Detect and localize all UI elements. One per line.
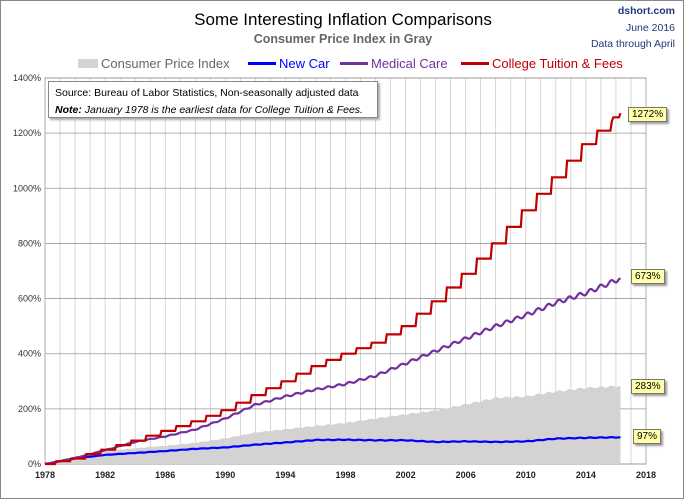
note-label: Note: xyxy=(55,104,82,116)
x-tick-label: 2014 xyxy=(576,470,596,480)
legend-college: College Tuition & Fees xyxy=(461,56,623,71)
series-line-new-car xyxy=(44,436,621,465)
y-tick-label: 1000% xyxy=(13,183,41,193)
legend-cpi: Consumer Price Index xyxy=(78,56,230,71)
x-tick-label: 2002 xyxy=(396,470,416,480)
y-tick-label: 600% xyxy=(18,294,41,304)
site-label: dshort.com xyxy=(617,5,675,17)
chart-title: Some Interesting Inflation Comparisons xyxy=(194,10,492,29)
x-tick-label: 1990 xyxy=(215,470,235,480)
end-value-label: 283% xyxy=(631,379,665,394)
y-tick-label: 800% xyxy=(18,238,41,248)
series-area-cpi xyxy=(45,385,621,464)
y-tick-label: 400% xyxy=(18,349,41,359)
date-label: June 2016 xyxy=(625,22,675,34)
y-tick-label: 1400% xyxy=(13,73,41,83)
chart-subtitle: Consumer Price Index in Gray xyxy=(253,32,433,46)
x-tick-label: 1978 xyxy=(35,470,55,480)
x-tick-label: 2010 xyxy=(516,470,536,480)
end-value-label: 1272% xyxy=(628,107,668,122)
source-text: Source: Bureau of Labor Statistics, Non-… xyxy=(55,87,359,99)
y-tick-label: 200% xyxy=(18,404,41,414)
legend-new-car: New Car xyxy=(248,56,330,71)
data-through-label: Data through April xyxy=(590,38,675,50)
note-text: January 1978 is the earliest data for Co… xyxy=(81,104,363,116)
x-tick-label: 1998 xyxy=(335,470,355,480)
y-tick-label: 1200% xyxy=(13,128,41,138)
source-note: Source: Bureau of Labor Statistics, Non-… xyxy=(48,81,378,118)
end-value-label: 673% xyxy=(631,269,665,284)
legend-medical: Medical Care xyxy=(340,56,448,71)
x-tick-label: 1982 xyxy=(95,470,115,480)
x-tick-label: 1994 xyxy=(275,470,295,480)
end-value-label: 97% xyxy=(633,429,662,444)
x-tick-label: 1986 xyxy=(155,470,175,480)
x-tick-label: 2018 xyxy=(636,470,656,480)
y-tick-label: 0% xyxy=(28,459,41,469)
series-line-college-tuition-fees xyxy=(45,112,622,466)
x-tick-label: 2006 xyxy=(456,470,476,480)
